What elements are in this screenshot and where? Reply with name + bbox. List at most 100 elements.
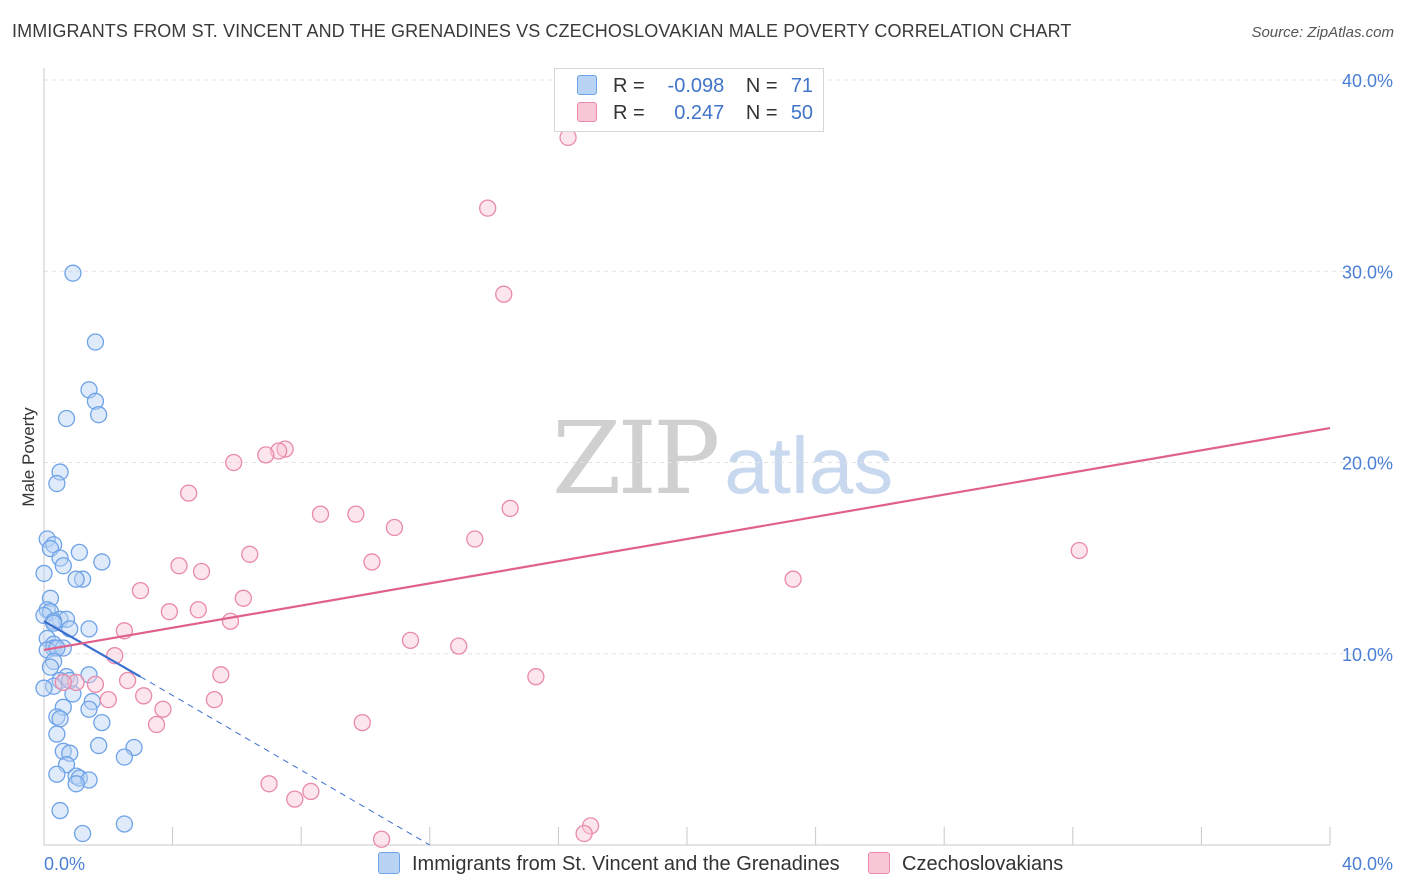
point-pink	[353, 713, 371, 732]
point-blue	[57, 409, 76, 428]
point-blue	[41, 658, 60, 676]
series-legend-item-pink: Czechoslovakians	[868, 852, 1063, 876]
point-pink	[170, 557, 188, 575]
point-pink	[302, 782, 320, 801]
point-blue	[80, 666, 98, 684]
point-blue	[86, 392, 105, 410]
point-blue	[70, 543, 89, 562]
y-tick-label: 30.0%	[1342, 262, 1393, 282]
point-blue	[80, 620, 98, 638]
point-pink	[86, 675, 105, 693]
point-blue	[51, 801, 69, 820]
point-pink	[401, 631, 420, 650]
point-blue	[61, 620, 79, 638]
point-blue	[73, 824, 92, 843]
legend-n-label: N =	[745, 102, 778, 124]
point-pink	[1070, 541, 1088, 560]
x-tick-label: 40.0%	[1342, 854, 1393, 874]
legend-r-label: R =	[613, 102, 645, 124]
point-pink	[54, 673, 72, 692]
point-pink	[347, 505, 365, 523]
point-pink	[363, 553, 381, 571]
point-pink	[270, 442, 288, 460]
legend-swatch-blue	[577, 75, 597, 95]
watermark: ZIP atlas	[552, 400, 893, 517]
series-swatch-blue	[378, 852, 400, 874]
point-pink	[225, 453, 243, 472]
point-pink	[311, 505, 330, 523]
legend-r-label: R =	[613, 75, 645, 97]
point-pink	[479, 199, 497, 217]
point-pink	[99, 691, 117, 709]
point-blue	[57, 610, 76, 628]
series-swatch-pink	[868, 852, 890, 874]
trend-line-blue	[43, 620, 141, 678]
source-label: Source: ZipAtlas.com	[1251, 24, 1394, 41]
point-blue	[48, 725, 66, 743]
correlation-legend: R = -0.098 N = 71 R = 0.247 N = 50	[554, 68, 824, 132]
legend-n-label: N =	[745, 75, 778, 97]
legend-n-value: 71	[790, 75, 814, 97]
legend-row-blue: R = -0.098 N = 71	[577, 75, 813, 99]
point-pink	[192, 562, 211, 581]
point-pink	[527, 668, 545, 686]
point-pink	[257, 446, 275, 464]
point-pink	[385, 518, 404, 537]
point-blue	[35, 679, 53, 697]
series-legend-label: Czechoslovakians	[902, 853, 1064, 875]
point-blue	[93, 713, 111, 732]
point-pink	[286, 790, 304, 808]
point-pink	[784, 570, 802, 588]
point-blue	[93, 553, 111, 571]
series-legend-item-blue: Immigrants from St. Vincent and the Gren…	[378, 852, 840, 876]
point-pink	[501, 499, 519, 518]
legend-n-value: 50	[790, 102, 814, 124]
series-legend-label: Immigrants from St. Vincent and the Gren…	[412, 853, 840, 875]
point-pink	[276, 440, 294, 458]
point-blue	[51, 710, 69, 728]
point-blue	[67, 570, 85, 588]
chart-title: IMMIGRANTS FROM ST. VINCENT AND THE GREN…	[12, 21, 1072, 41]
point-pink	[495, 285, 513, 303]
point-pink	[180, 484, 198, 502]
point-pink	[205, 691, 224, 709]
y-axis-label: Male Poverty	[19, 407, 38, 507]
point-pink	[67, 673, 85, 692]
point-pink	[131, 581, 150, 600]
point-blue	[35, 564, 53, 583]
point-blue	[54, 557, 72, 575]
point-blue	[67, 775, 85, 793]
y-tick-label: 20.0%	[1342, 454, 1393, 474]
x-tick-label: 0.0%	[44, 854, 85, 874]
point-pink	[212, 666, 230, 684]
y-tick-label: 10.0%	[1342, 645, 1393, 665]
watermark-atlas: atlas	[724, 421, 894, 510]
point-blue	[90, 406, 108, 424]
point-pink	[450, 637, 468, 655]
point-pink	[575, 824, 593, 843]
series-legend: Immigrants from St. Vincent and the Gren…	[0, 852, 1406, 876]
point-pink	[372, 830, 391, 848]
point-blue	[115, 815, 134, 833]
point-pink	[135, 687, 153, 705]
point-pink	[154, 700, 172, 718]
legend-row-pink: R = 0.247 N = 50	[577, 102, 813, 126]
point-blue	[80, 700, 98, 718]
point-blue	[73, 570, 92, 588]
trend-line-pink	[43, 426, 1331, 652]
point-blue	[90, 736, 108, 755]
point-blue	[54, 742, 72, 760]
point-blue	[80, 771, 98, 789]
trend-line-blue-extension	[140, 676, 431, 846]
y-tick-label: 40.0%	[1342, 71, 1393, 91]
point-blue	[86, 333, 105, 351]
point-blue	[48, 765, 66, 783]
point-pink	[260, 775, 278, 793]
legend-r-value: -0.098	[667, 75, 725, 97]
watermark-zip: ZIP	[552, 400, 720, 517]
point-pink	[118, 671, 137, 690]
point-pink	[234, 589, 252, 607]
point-pink	[466, 530, 484, 548]
legend-swatch-pink	[577, 102, 597, 122]
